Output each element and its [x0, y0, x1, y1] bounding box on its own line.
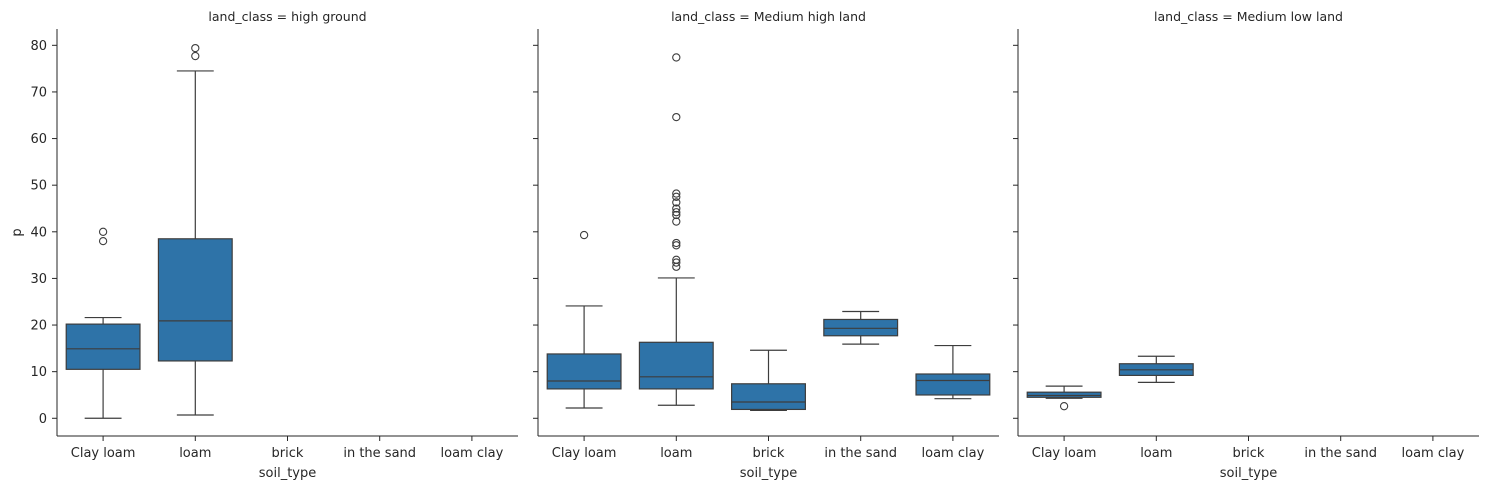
iqr-box: [546, 353, 622, 390]
outlier-point: [672, 210, 681, 220]
outlier-point: [579, 230, 589, 240]
box-group: [638, 53, 714, 406]
outlier-point: [672, 238, 681, 248]
outlier-point: [672, 208, 681, 217]
panel-title: land_class = high ground: [208, 9, 366, 24]
x-axis-label: soil_type: [259, 466, 317, 481]
panel-title: land_class = Medium low land: [1154, 9, 1343, 24]
x-tick-label: brick: [272, 446, 304, 461]
iqr-box: [65, 323, 141, 370]
y-tick-label: 40: [30, 225, 47, 240]
y-axis-label: p: [10, 228, 25, 236]
iqr-box: [823, 318, 899, 337]
outlier-point: [672, 53, 681, 62]
x-tick-label: Clay loam: [552, 446, 617, 461]
x-tick-label: loam clay: [441, 446, 504, 461]
box-group: [731, 349, 806, 411]
outlier-point: [98, 236, 108, 246]
x-tick-label: brick: [1233, 446, 1265, 461]
iqr-box: [157, 238, 233, 362]
box-group: [1118, 355, 1194, 383]
facet-panel: land_class = high ground 0 10 20 30 40 50 60 70 8…: [30, 9, 518, 481]
iqr-box: [1026, 391, 1102, 398]
x-axis-label: soil_type: [1220, 466, 1278, 481]
outlier-point: [672, 262, 681, 271]
x-tick-label: loam: [179, 446, 211, 461]
box-group: [65, 227, 141, 419]
outlier-point: [672, 198, 681, 207]
y-tick-label: 30: [30, 272, 47, 287]
x-tick-label: in the sand: [824, 446, 897, 461]
y-tick-label: 80: [30, 39, 47, 54]
x-tick-label: loam clay: [922, 446, 985, 461]
facet-panel: land_class = Medium high land Clay loam lo…: [533, 9, 999, 481]
x-tick-label: loam: [1140, 446, 1172, 461]
outlier-point: [672, 189, 681, 198]
outlier-point: [191, 51, 200, 61]
iqr-box: [638, 341, 714, 390]
box-group: [157, 43, 233, 416]
outlier-point: [672, 258, 681, 267]
facet-panel: land_class = Medium low land Clay loam loa…: [1013, 9, 1479, 481]
y-tick-label: 0: [39, 412, 47, 427]
y-tick-label: 10: [30, 365, 47, 380]
panel-title: land_class = Medium high land: [671, 9, 866, 24]
outlier-point: [672, 217, 681, 226]
y-tick-label: 50: [30, 179, 47, 194]
x-axis-label: soil_type: [740, 466, 798, 481]
box-group: [546, 230, 622, 409]
outlier-point: [672, 204, 681, 213]
outlier-point: [672, 192, 681, 201]
box-group: [915, 344, 991, 400]
y-tick-label: 60: [30, 132, 47, 147]
outlier-point: [1059, 402, 1069, 411]
x-tick-label: Clay loam: [1032, 446, 1097, 461]
outlier-point: [672, 255, 681, 264]
x-tick-label: Clay loam: [71, 446, 136, 461]
outlier-point: [98, 227, 108, 236]
outlier-point: [672, 112, 681, 122]
x-tick-label: loam: [660, 446, 692, 461]
x-tick-label: in the sand: [343, 446, 416, 461]
iqr-box: [731, 383, 806, 411]
outlier-point: [672, 241, 681, 250]
box-group: [1026, 385, 1102, 411]
x-tick-label: brick: [753, 446, 785, 461]
iqr-box: [915, 373, 991, 396]
box-group: [823, 310, 899, 345]
x-tick-label: loam clay: [1402, 446, 1465, 461]
x-tick-label: in the sand: [1304, 446, 1377, 461]
outlier-point: [191, 43, 200, 53]
y-tick-label: 70: [30, 85, 47, 100]
y-tick-label: 20: [30, 319, 47, 334]
